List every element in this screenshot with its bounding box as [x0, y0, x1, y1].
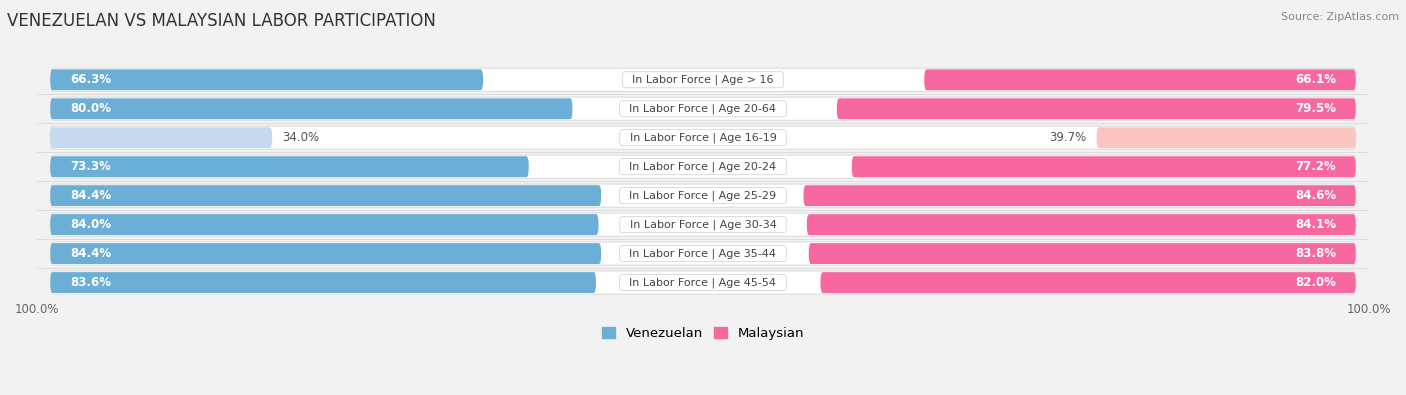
FancyBboxPatch shape: [51, 184, 1355, 207]
Text: 66.3%: 66.3%: [70, 73, 111, 86]
FancyBboxPatch shape: [51, 271, 1355, 294]
FancyBboxPatch shape: [51, 70, 484, 90]
FancyBboxPatch shape: [51, 243, 602, 264]
Text: Source: ZipAtlas.com: Source: ZipAtlas.com: [1281, 12, 1399, 22]
FancyBboxPatch shape: [808, 243, 1355, 264]
FancyBboxPatch shape: [51, 127, 273, 148]
FancyBboxPatch shape: [837, 98, 1355, 119]
Text: 80.0%: 80.0%: [70, 102, 111, 115]
Text: In Labor Force | Age 45-54: In Labor Force | Age 45-54: [623, 277, 783, 288]
FancyBboxPatch shape: [51, 155, 1355, 178]
Text: 73.3%: 73.3%: [70, 160, 111, 173]
FancyBboxPatch shape: [803, 185, 1355, 206]
Text: 84.0%: 84.0%: [70, 218, 111, 231]
Text: VENEZUELAN VS MALAYSIAN LABOR PARTICIPATION: VENEZUELAN VS MALAYSIAN LABOR PARTICIPAT…: [7, 12, 436, 30]
Text: 84.4%: 84.4%: [70, 189, 111, 202]
FancyBboxPatch shape: [51, 68, 1355, 91]
FancyBboxPatch shape: [821, 272, 1355, 293]
FancyBboxPatch shape: [51, 98, 572, 119]
Text: In Labor Force | Age > 16: In Labor Force | Age > 16: [626, 75, 780, 85]
FancyBboxPatch shape: [51, 156, 529, 177]
Text: 84.1%: 84.1%: [1295, 218, 1336, 231]
Legend: Venezuelan, Malaysian: Venezuelan, Malaysian: [596, 322, 810, 346]
FancyBboxPatch shape: [51, 185, 602, 206]
FancyBboxPatch shape: [51, 242, 1355, 265]
Text: 83.6%: 83.6%: [70, 276, 111, 289]
Text: In Labor Force | Age 16-19: In Labor Force | Age 16-19: [623, 132, 783, 143]
FancyBboxPatch shape: [924, 70, 1355, 90]
Text: 77.2%: 77.2%: [1295, 160, 1336, 173]
Text: In Labor Force | Age 20-24: In Labor Force | Age 20-24: [623, 162, 783, 172]
Text: 82.0%: 82.0%: [1295, 276, 1336, 289]
FancyBboxPatch shape: [51, 126, 1355, 149]
Text: 84.6%: 84.6%: [1295, 189, 1336, 202]
Text: 39.7%: 39.7%: [1049, 131, 1087, 144]
Text: 84.4%: 84.4%: [70, 247, 111, 260]
Text: 34.0%: 34.0%: [283, 131, 319, 144]
Text: In Labor Force | Age 20-64: In Labor Force | Age 20-64: [623, 103, 783, 114]
FancyBboxPatch shape: [807, 214, 1355, 235]
FancyBboxPatch shape: [51, 272, 596, 293]
FancyBboxPatch shape: [51, 213, 1355, 236]
Text: In Labor Force | Age 30-34: In Labor Force | Age 30-34: [623, 219, 783, 230]
Text: In Labor Force | Age 25-29: In Labor Force | Age 25-29: [623, 190, 783, 201]
FancyBboxPatch shape: [51, 214, 599, 235]
FancyBboxPatch shape: [1097, 127, 1355, 148]
Text: In Labor Force | Age 35-44: In Labor Force | Age 35-44: [623, 248, 783, 259]
Text: 79.5%: 79.5%: [1295, 102, 1336, 115]
FancyBboxPatch shape: [852, 156, 1355, 177]
Text: 83.8%: 83.8%: [1295, 247, 1336, 260]
Text: 66.1%: 66.1%: [1295, 73, 1336, 86]
FancyBboxPatch shape: [51, 97, 1355, 120]
